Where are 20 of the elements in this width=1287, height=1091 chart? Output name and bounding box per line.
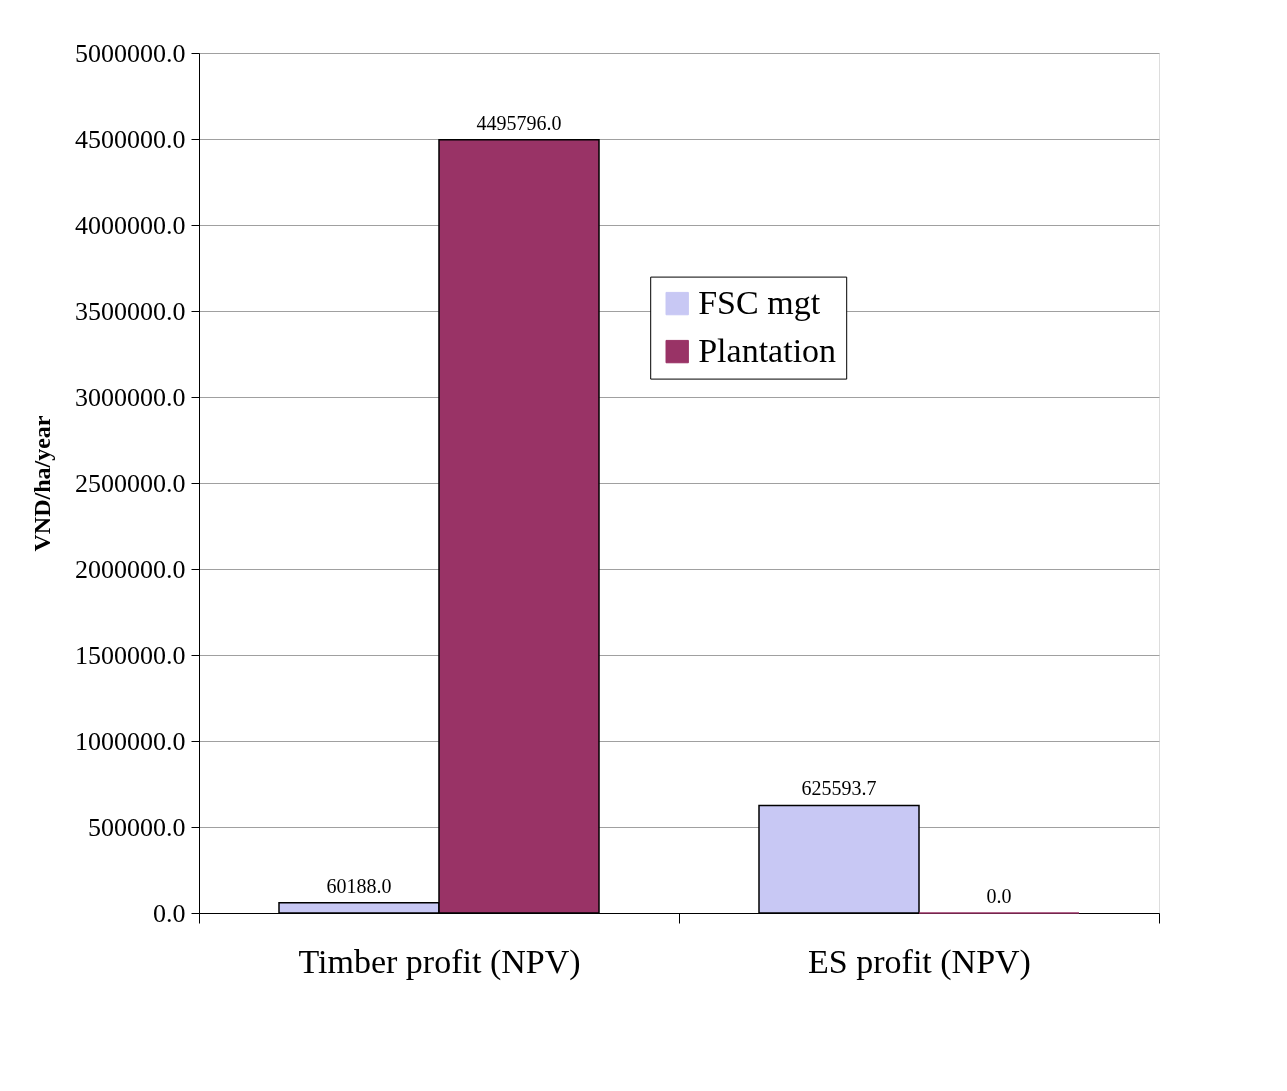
y-tick-label: 2000000.0 xyxy=(75,554,186,584)
data-label: 4495796.0 xyxy=(476,111,562,134)
y-tick-label: 500000.0 xyxy=(88,812,186,842)
x-tick-label: ES profit (NPV) xyxy=(808,942,1031,981)
data-label: 0.0 xyxy=(986,885,1012,907)
data-label: 60188.0 xyxy=(326,874,392,897)
y-tick-label: 4000000.0 xyxy=(75,210,186,240)
y-tick-label: 3000000.0 xyxy=(75,382,186,412)
y-tick-label: 1500000.0 xyxy=(75,640,186,670)
y-tick-label: 4500000.0 xyxy=(75,124,186,154)
legend-label: FSC mgt xyxy=(698,283,821,321)
y-axis-title: VND/ha/year xyxy=(29,415,55,552)
data-label: 625593.7 xyxy=(801,777,877,800)
x-tick-label: Timber profit (NPV) xyxy=(298,942,581,981)
y-tick-label: 1000000.0 xyxy=(75,726,186,756)
legend-label: Plantation xyxy=(698,331,837,369)
y-tick-label: 0.0 xyxy=(153,898,186,928)
y-tick-label: 2500000.0 xyxy=(75,468,186,498)
y-tick-label: 5000000.0 xyxy=(75,38,186,68)
y-tick-label: 3500000.0 xyxy=(75,296,186,326)
